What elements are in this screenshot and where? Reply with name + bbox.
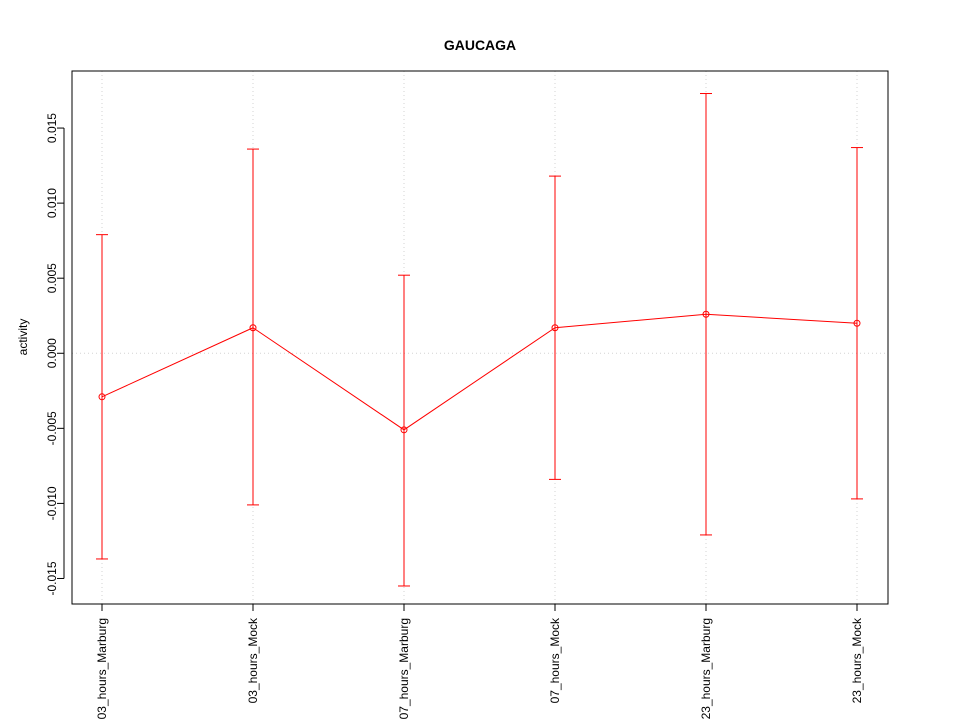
chart-title: GAUCAGA bbox=[444, 37, 516, 53]
x-tick-label: 03_hours_Marburg bbox=[95, 618, 109, 719]
x-tick-label: 23_hours_Marburg bbox=[699, 618, 713, 719]
y-axis-label: activity bbox=[16, 319, 30, 356]
y-tick-label: -0.010 bbox=[45, 486, 59, 520]
y-tick-label: -0.015 bbox=[45, 561, 59, 595]
y-tick-label: 0.015 bbox=[45, 113, 59, 143]
plot-frame bbox=[71, 70, 889, 605]
data-point bbox=[853, 319, 861, 327]
x-tick-label: 03_hours_Mock bbox=[246, 617, 260, 703]
series bbox=[96, 93, 863, 587]
series-line bbox=[101, 313, 858, 431]
grid bbox=[72, 71, 888, 604]
y-tick-label: 0.005 bbox=[45, 263, 59, 293]
y-tick-label: 0.010 bbox=[45, 188, 59, 218]
x-tick-label: 07_hours_Marburg bbox=[397, 618, 411, 719]
x-tick-label: 07_hours_Mock bbox=[548, 617, 562, 703]
axes: -0.015 -0.010 -0.005 0.000 0.005 0.010 0.015 03… bbox=[45, 113, 864, 720]
x-tick-label: 23_hours_Mock bbox=[850, 617, 864, 703]
y-tick-label: -0.005 bbox=[45, 411, 59, 445]
data-point bbox=[702, 310, 710, 318]
y-tick-label: 0.000 bbox=[45, 338, 59, 368]
data-point bbox=[400, 426, 408, 434]
data-point bbox=[249, 324, 257, 332]
data-point bbox=[98, 393, 106, 401]
data-point bbox=[551, 324, 559, 332]
